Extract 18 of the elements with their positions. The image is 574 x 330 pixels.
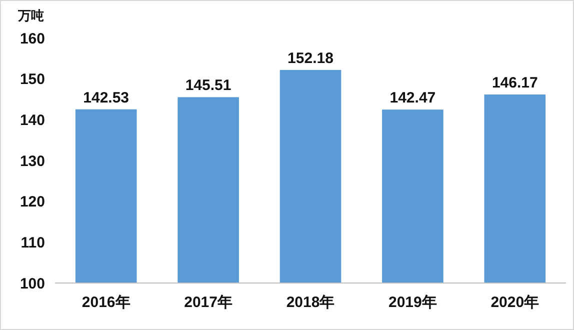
x-tick-label: 2016年 [82,294,130,311]
x-tick-label: 2018年 [286,294,335,311]
data-label: 142.53 [83,89,130,106]
x-tick-label: 2020年 [490,294,540,311]
x-tick-label: 2019年 [388,294,437,311]
data-label: 142.47 [390,90,436,107]
x-tick-label: 2017年 [184,294,232,311]
y-axis-title: 万吨 [17,8,44,23]
y-tick-label: 150 [20,71,45,88]
y-tick-label: 140 [20,112,45,129]
data-label: 146.17 [492,74,538,92]
y-tick-label: 110 [20,234,45,252]
y-tick-label: 100 [20,275,45,292]
data-label: 145.51 [185,77,232,94]
y-tick-label: 120 [20,194,45,211]
y-tick-label: 160 [20,30,45,48]
data-label: 152.18 [288,50,334,67]
y-tick-label: 130 [20,152,45,170]
